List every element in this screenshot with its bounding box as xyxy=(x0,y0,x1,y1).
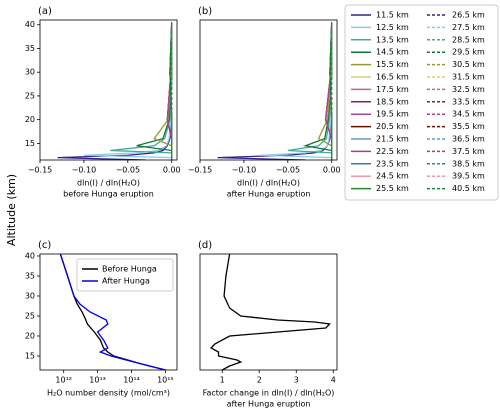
panel-label: (d) xyxy=(198,240,212,251)
legend-label: 26.5 km xyxy=(452,11,485,20)
legend-label: 17.5 km xyxy=(376,85,409,94)
x-axis-label: dln(I) / dln(H₂O) xyxy=(77,179,140,188)
x-tick-label: 2 xyxy=(257,376,262,385)
legend-label: After Hunga xyxy=(102,277,150,286)
legend-label: 27.5 km xyxy=(452,23,485,32)
legend-label: 32.5 km xyxy=(452,85,485,94)
y-tick-label: 15 xyxy=(25,139,35,148)
x-tick-label: −0.10 xyxy=(232,166,257,175)
x-axis-label: before Hunga eruption xyxy=(63,190,154,199)
legend-label: 33.5 km xyxy=(452,97,485,106)
legend-box xyxy=(76,258,174,292)
legend-label: 30.5 km xyxy=(452,60,485,69)
legend-label: 39.5 km xyxy=(452,172,485,181)
legend-label: 31.5 km xyxy=(452,73,485,82)
legend-label: 15.5 km xyxy=(376,60,409,69)
series-line xyxy=(59,254,166,370)
y-tick-label: 40 xyxy=(25,252,35,261)
y-tick-label: 20 xyxy=(25,332,35,341)
x-tick-label: −0.05 xyxy=(276,166,301,175)
x-tick-label: 10¹³ xyxy=(89,376,106,385)
x-tick-label: −0.10 xyxy=(72,166,97,175)
legend-label: 40.5 km xyxy=(452,184,485,193)
y-tick-label: 15 xyxy=(25,352,35,361)
legend-label: 23.5 km xyxy=(376,159,409,168)
legend-box xyxy=(344,4,499,201)
axes-frame xyxy=(199,19,338,161)
series-line xyxy=(210,254,331,370)
legend-label: 11.5 km xyxy=(376,11,409,20)
axes-frame xyxy=(39,253,178,371)
x-axis-label: after Hunga eruption xyxy=(227,400,311,409)
legend-label: 24.5 km xyxy=(376,172,409,181)
x-tick-label: −0.15 xyxy=(28,166,53,175)
x-axis-label: after Hunga eruption xyxy=(227,190,311,199)
series-line xyxy=(217,22,333,160)
y-tick-label: 25 xyxy=(25,91,35,100)
x-tick-label: 10¹⁴ xyxy=(123,376,140,385)
legend-label: 36.5 km xyxy=(452,135,485,144)
legend-label: 34.5 km xyxy=(452,110,485,119)
legend-label: 21.5 km xyxy=(376,135,409,144)
x-tick-label: 3 xyxy=(294,376,299,385)
x-tick-label: −0.05 xyxy=(116,166,141,175)
legend-label: 12.5 km xyxy=(376,23,409,32)
x-axis-label: dln(I) / dln(H₂O) xyxy=(237,179,300,188)
legend-label: 37.5 km xyxy=(452,147,485,156)
legend-label: 38.5 km xyxy=(452,159,485,168)
legend-label: 13.5 km xyxy=(376,35,409,44)
x-tick-label: 10¹⁵ xyxy=(157,376,174,385)
y-tick-label: 30 xyxy=(25,292,35,301)
panel-label: (a) xyxy=(38,6,52,17)
x-tick-label: 0.00 xyxy=(163,166,181,175)
panel-label: (b) xyxy=(198,6,212,17)
series-line xyxy=(136,22,173,160)
axes-frame xyxy=(199,253,338,371)
y-tick-label: 20 xyxy=(25,115,35,124)
x-tick-label: 0.00 xyxy=(323,166,341,175)
x-tick-label: 1 xyxy=(220,376,225,385)
x-tick-label: 4 xyxy=(331,376,336,385)
legend-label: 28.5 km xyxy=(452,35,485,44)
legend-label: Before Hunga xyxy=(102,265,157,274)
x-tick-label: 10¹² xyxy=(55,376,72,385)
y-tick-label: 35 xyxy=(25,44,35,53)
y-axis-label: Altitude (km) xyxy=(5,174,18,246)
x-tick-label: −0.15 xyxy=(188,166,213,175)
x-axis-label: Factor change in dln(I) / dln(H₂O) xyxy=(203,389,335,398)
legend-label: 14.5 km xyxy=(376,48,409,57)
legend-label: 20.5 km xyxy=(376,122,409,131)
y-tick-label: 25 xyxy=(25,312,35,321)
axes-frame xyxy=(39,19,178,161)
legend-label: 25.5 km xyxy=(376,184,409,193)
y-tick-label: 35 xyxy=(25,272,35,281)
x-axis-label: H₂O number density (mol/cm³) xyxy=(47,389,170,398)
legend-label: 16.5 km xyxy=(376,73,409,82)
legend-label: 18.5 km xyxy=(376,97,409,106)
legend-label: 35.5 km xyxy=(452,122,485,131)
y-tick-label: 30 xyxy=(25,68,35,77)
y-tick-label: 40 xyxy=(25,20,35,29)
legend-label: 29.5 km xyxy=(452,48,485,57)
series-line xyxy=(287,22,333,160)
legend-label: 19.5 km xyxy=(376,110,409,119)
panel-label: (c) xyxy=(38,240,51,251)
legend-label: 22.5 km xyxy=(376,147,409,156)
